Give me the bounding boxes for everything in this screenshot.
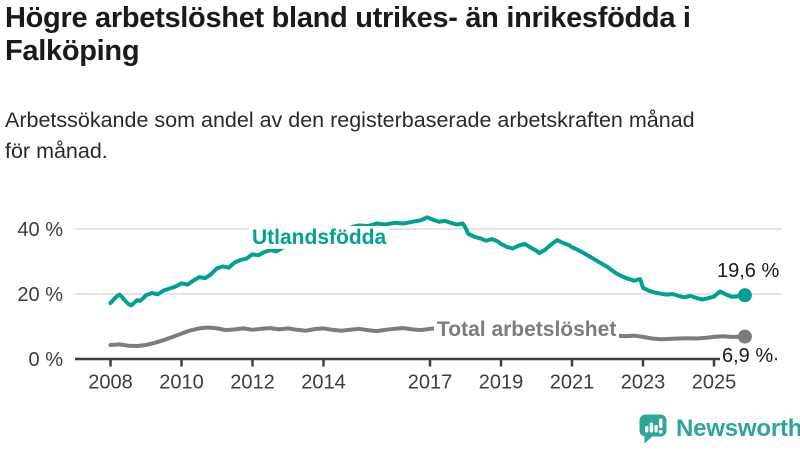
end-value-label-utlandsfodda: 19,6 % [717,260,780,282]
chart-title-line1: Högre arbetslöshet bland utrikes- än inr… [5,2,691,34]
data-line-utlandsfodda [108,215,747,308]
x-axis-label-2025: 2025 [692,372,737,394]
end-dot-utlandsfodda [737,288,752,303]
x-axis-label-2010: 2010 [159,372,204,394]
x-axis-label-2008: 2008 [88,372,133,394]
series-label-utlandsfodda: Utlandsfödda [249,226,390,249]
newsworthy-logo: Newsworthy [638,413,800,445]
y-axis-label-40: 40 % [17,219,63,241]
chart-title-line2: Falköping [5,35,140,67]
chart-title: Högre arbetslöshet bland utrikes- än inr… [5,2,785,68]
y-axis-label-0: 0 % [29,349,64,371]
y-axis-label-20: 20 % [17,284,63,306]
data-line-total [108,325,747,348]
x-axis-label-2023: 2023 [621,372,666,394]
x-axis-label-2014: 2014 [301,372,346,394]
end-value-label-total: 6,9 % [720,345,776,367]
newsworthy-wordmark: Newsworthy [676,415,800,442]
x-axis-label-2019: 2019 [479,372,524,394]
newsworthy-icon [639,414,667,444]
series-label-total-arbetsloshet: Total arbetslöshet [434,318,620,341]
chart-subtitle-line1: Arbetssökande som andel av den registerb… [5,108,695,132]
end-dot-total [737,329,752,344]
x-axis-label-2012: 2012 [230,372,275,394]
x-axis-label-2017: 2017 [408,372,453,394]
x-axis-label-2021: 2021 [550,372,595,394]
chart-subtitle: Arbetssökande som andel av den registerb… [5,105,790,167]
chart-subtitle-line2: för månad. [5,139,108,163]
